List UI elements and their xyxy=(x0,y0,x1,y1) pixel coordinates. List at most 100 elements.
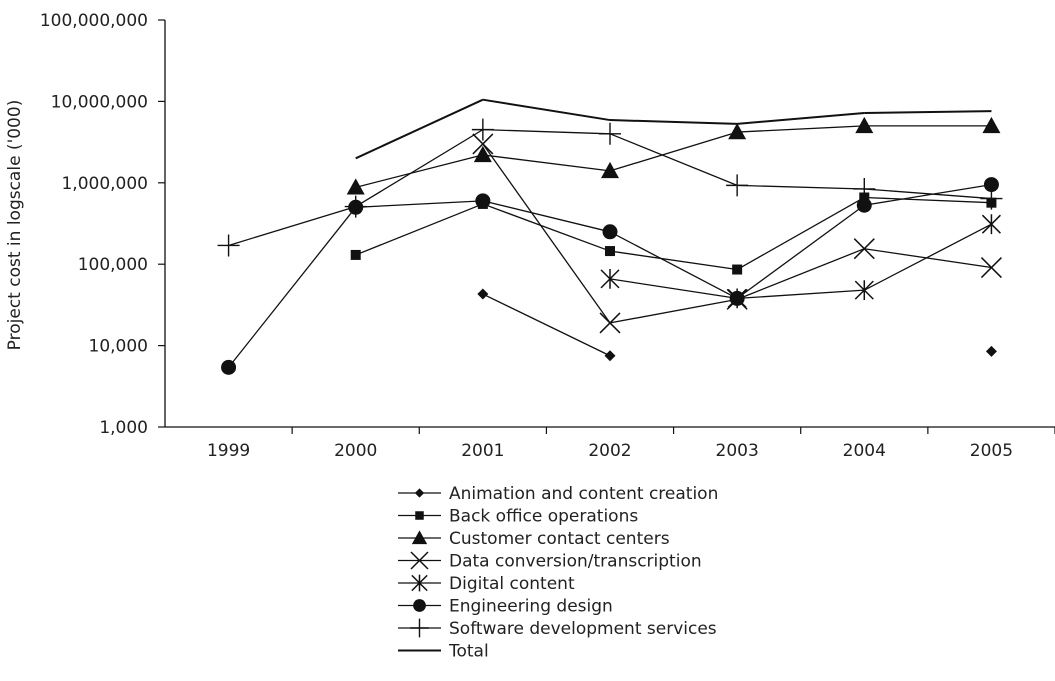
series-line-segment xyxy=(737,184,865,190)
y-tick-label: 100,000,000 xyxy=(40,11,148,31)
data-point-asterisk xyxy=(411,574,428,592)
data-point-plus xyxy=(726,174,749,197)
data-point-plus xyxy=(344,195,367,218)
data-point-circle xyxy=(221,359,237,375)
y-tick-label: 100,000 xyxy=(78,255,148,275)
data-point-asterisk xyxy=(600,268,620,289)
series-line-segment xyxy=(736,196,865,271)
y-tick-label: 10,000,000 xyxy=(51,92,148,112)
legend-label: Data conversion/transcription xyxy=(449,552,702,572)
series-line-segment xyxy=(609,119,738,125)
series-line-segment xyxy=(864,188,992,200)
data-point-triangle xyxy=(728,123,747,140)
x-tick-label: 2004 xyxy=(843,441,886,461)
series-line-segment xyxy=(864,196,992,204)
data-point-plus xyxy=(599,122,621,145)
series-line-segment xyxy=(737,112,865,125)
series-line-segment xyxy=(355,129,484,208)
legend-label: Customer contact centers xyxy=(449,529,670,549)
series-line-segment xyxy=(609,231,738,299)
series-line-segment xyxy=(355,98,484,160)
series-line-segment xyxy=(737,289,865,300)
legend-label: Total xyxy=(448,642,489,662)
data-point-circle xyxy=(475,193,491,209)
x-tick-label: 2000 xyxy=(334,441,377,461)
x-axis-ticks: 1999 2000 2001 2002 2003 2004 2005 xyxy=(207,427,1055,461)
data-point-triangle xyxy=(601,161,619,179)
data-point-asterisk xyxy=(981,214,1001,235)
series-line-segment xyxy=(482,98,611,122)
data-point-x xyxy=(980,257,1002,279)
series-line-segment xyxy=(355,154,484,188)
series-line-segment xyxy=(864,183,992,206)
data-point-asterisk xyxy=(854,280,874,301)
legend-item: Customer contact centers xyxy=(398,529,670,549)
series-line-segment xyxy=(609,250,738,271)
series-line-segment xyxy=(609,298,738,324)
data-point-x xyxy=(853,238,875,260)
legend: Animation and content creation Back offic… xyxy=(398,484,718,662)
legend-label: Animation and content creation xyxy=(449,484,718,504)
series-line-segment xyxy=(482,143,611,324)
legend-item: Animation and content creation xyxy=(398,484,718,504)
series-line-segment xyxy=(864,110,992,115)
data-point-x xyxy=(472,133,494,155)
data-point-diamond xyxy=(414,488,425,498)
series-line-segment xyxy=(482,128,611,135)
y-tick-label: 1,000,000 xyxy=(61,174,148,194)
data-point-triangle xyxy=(855,116,874,134)
series-markers xyxy=(217,116,1003,375)
legend-label: Software development services xyxy=(449,619,717,639)
series-line-segment xyxy=(482,203,611,252)
data-point-plus xyxy=(217,234,240,257)
series-line-segment xyxy=(737,125,865,133)
data-point-x xyxy=(599,312,621,334)
series-lines xyxy=(228,98,992,368)
legend-item: Back office operations xyxy=(398,507,638,527)
data-point-plus xyxy=(471,118,494,141)
data-point-circle xyxy=(729,290,745,306)
data-point-triangle xyxy=(411,530,428,545)
data-point-plus xyxy=(980,187,1003,210)
data-point-diamond xyxy=(604,350,616,362)
legend-label: Digital content xyxy=(449,574,575,594)
series-line-segment xyxy=(355,203,484,256)
data-point-diamond xyxy=(985,345,997,357)
legend-item: Engineering design xyxy=(398,597,613,617)
series-line-segment xyxy=(609,131,738,172)
data-point-x xyxy=(410,551,429,570)
data-point-triangle xyxy=(982,116,1001,134)
series-line-segment xyxy=(609,278,738,300)
data-point-circle xyxy=(856,197,872,213)
series-line-segment xyxy=(482,200,611,233)
series-line-segment xyxy=(482,293,611,357)
data-point-diamond xyxy=(477,288,489,300)
x-tick-label: 2003 xyxy=(716,441,759,461)
data-point-triangle xyxy=(346,178,365,195)
data-point-plus xyxy=(410,618,429,638)
y-tick-label: 10,000 xyxy=(89,337,148,357)
x-tick-label: 2001 xyxy=(461,441,504,461)
series-line-segment xyxy=(736,248,865,300)
series-line-segment xyxy=(863,223,992,291)
y-tick-label: 1,000 xyxy=(99,418,148,438)
series-line-segment xyxy=(482,154,611,172)
legend-item: Data conversion/transcription xyxy=(398,551,702,572)
series-line-segment xyxy=(864,248,992,269)
data-point-triangle xyxy=(473,145,492,163)
y-axis-ticks: 1,000 10,000 100,000 1,000,000 10,000,000 100… xyxy=(40,11,165,438)
x-tick-label: 2002 xyxy=(588,441,631,461)
x-tick-label: 2005 xyxy=(970,441,1013,461)
data-point-circle xyxy=(983,177,999,193)
legend-item: Software development services xyxy=(398,618,717,639)
series-line-segment xyxy=(736,204,865,299)
legend-label: Back office operations xyxy=(449,507,638,527)
legend-item: Digital content xyxy=(398,574,575,594)
data-point-square xyxy=(732,264,743,275)
data-point-circle xyxy=(602,224,618,240)
series-line-segment xyxy=(228,206,357,368)
legend-item: Total xyxy=(398,642,489,662)
data-point-circle xyxy=(413,599,426,612)
series-line-segment xyxy=(355,200,483,208)
